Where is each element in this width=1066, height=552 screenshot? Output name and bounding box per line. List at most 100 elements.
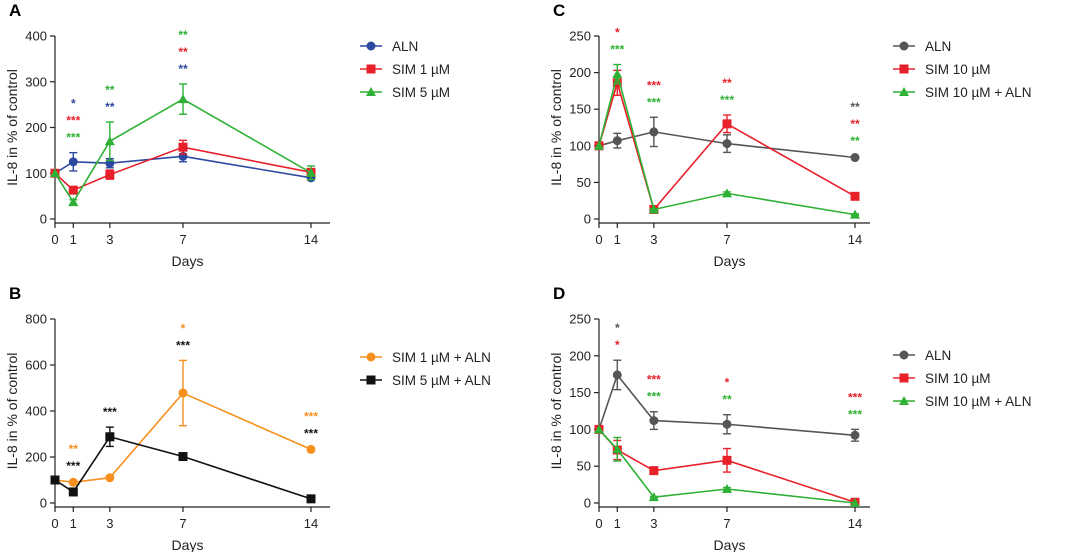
series-0	[50, 150, 316, 183]
x-tick-label: 7	[179, 516, 186, 531]
data-point	[649, 466, 659, 476]
x-tick-label: 14	[848, 232, 862, 247]
significance-mark: ***	[66, 131, 80, 145]
x-axis-label: Days	[172, 537, 204, 552]
x-tick-label: 7	[723, 516, 730, 531]
legend-label: SIM 10 µM	[925, 371, 991, 386]
y-axis-label: IL-8 in % of control	[4, 69, 20, 186]
data-point	[50, 168, 60, 178]
significance-mark: **	[105, 100, 115, 114]
legend-marker	[899, 41, 909, 51]
y-tick-label: 200	[569, 348, 591, 363]
data-point	[612, 370, 622, 380]
data-point	[68, 477, 78, 487]
series-1	[594, 424, 860, 507]
series-0	[594, 116, 860, 163]
y-tick-label: 250	[569, 312, 591, 327]
significance-mark: ***	[66, 114, 80, 128]
legend-label: SIM 1 µM	[392, 62, 450, 77]
data-point	[104, 136, 115, 146]
y-tick-label: 150	[569, 102, 591, 117]
series-line	[54, 435, 312, 500]
significance-mark: **	[722, 393, 732, 407]
x-tick-label: 14	[304, 232, 318, 247]
data-point	[178, 388, 188, 398]
significance-mark: ***	[103, 405, 117, 419]
legend-marker	[899, 87, 909, 96]
significance-mark: ***	[647, 390, 661, 404]
legend-marker	[366, 375, 376, 385]
x-tick-label: 0	[51, 232, 58, 247]
significance-mark: **	[722, 76, 732, 90]
significance-mark: **	[178, 62, 188, 76]
y-tick-label: 800	[25, 312, 47, 327]
y-tick-label: 300	[25, 74, 47, 89]
data-point	[68, 197, 79, 207]
series-1	[50, 139, 316, 195]
legend-label: SIM 5 µM	[392, 85, 450, 100]
y-tick-label: 200	[25, 450, 47, 465]
y-tick-label: 50	[577, 459, 591, 474]
legend-label: SIM 10 µM + ALN	[925, 394, 1031, 409]
series-1	[50, 426, 316, 504]
data-point	[68, 487, 78, 497]
significance-mark: ***	[176, 338, 190, 352]
legend-marker	[366, 87, 376, 96]
significance-mark: *	[615, 26, 620, 40]
x-tick-label: 1	[70, 516, 77, 531]
x-tick-label: 14	[848, 516, 862, 531]
data-point	[68, 185, 78, 195]
data-point	[306, 494, 316, 504]
y-tick-label: 400	[25, 29, 47, 44]
legend-label: ALN	[925, 39, 951, 54]
legend-marker	[899, 396, 909, 405]
data-point	[594, 140, 604, 150]
x-tick-label: 3	[106, 232, 113, 247]
x-tick-label: 0	[595, 232, 602, 247]
y-tick-label: 0	[584, 212, 591, 227]
data-point	[850, 191, 860, 201]
legend-label: SIM 10 µM + ALN	[925, 85, 1031, 100]
significance-mark: *	[181, 321, 186, 335]
y-tick-label: 0	[40, 496, 47, 511]
x-axis-label: Days	[172, 253, 204, 269]
y-tick-label: 250	[569, 29, 591, 44]
significance-mark: **	[69, 442, 79, 456]
series-2	[594, 424, 860, 507]
y-tick-label: 600	[25, 358, 47, 373]
data-point	[722, 119, 732, 129]
significance-mark: ***	[647, 78, 661, 92]
data-point	[178, 94, 188, 104]
data-point	[649, 416, 659, 426]
y-tick-label: 150	[569, 385, 591, 400]
x-axis-label: Days	[714, 253, 746, 269]
data-point	[50, 475, 60, 485]
significance-mark: **	[850, 117, 860, 131]
data-point	[306, 167, 316, 177]
significance-mark: **	[850, 100, 860, 114]
legend-label: SIM 10 µM	[925, 62, 991, 77]
significance-mark: **	[178, 28, 188, 42]
panel-label: B	[9, 284, 21, 303]
series-2	[594, 63, 860, 219]
y-tick-label: 100	[25, 166, 47, 181]
data-point	[722, 484, 732, 494]
significance-mark: ***	[66, 459, 80, 473]
series-2	[50, 83, 316, 207]
data-point	[648, 492, 659, 502]
x-tick-label: 1	[70, 232, 77, 247]
y-axis-label: IL-8 in % of control	[4, 353, 20, 470]
significance-mark: *	[71, 97, 76, 111]
data-point	[850, 209, 860, 219]
significance-mark: **	[178, 45, 188, 59]
data-point	[649, 127, 659, 137]
y-axis-label: IL-8 in % of control	[548, 69, 564, 186]
y-tick-label: 100	[569, 422, 591, 437]
significance-mark: *	[615, 338, 620, 352]
y-axis-label: IL-8 in % of control	[548, 353, 564, 470]
significance-mark: ***	[720, 93, 734, 107]
x-tick-label: 3	[106, 516, 113, 531]
